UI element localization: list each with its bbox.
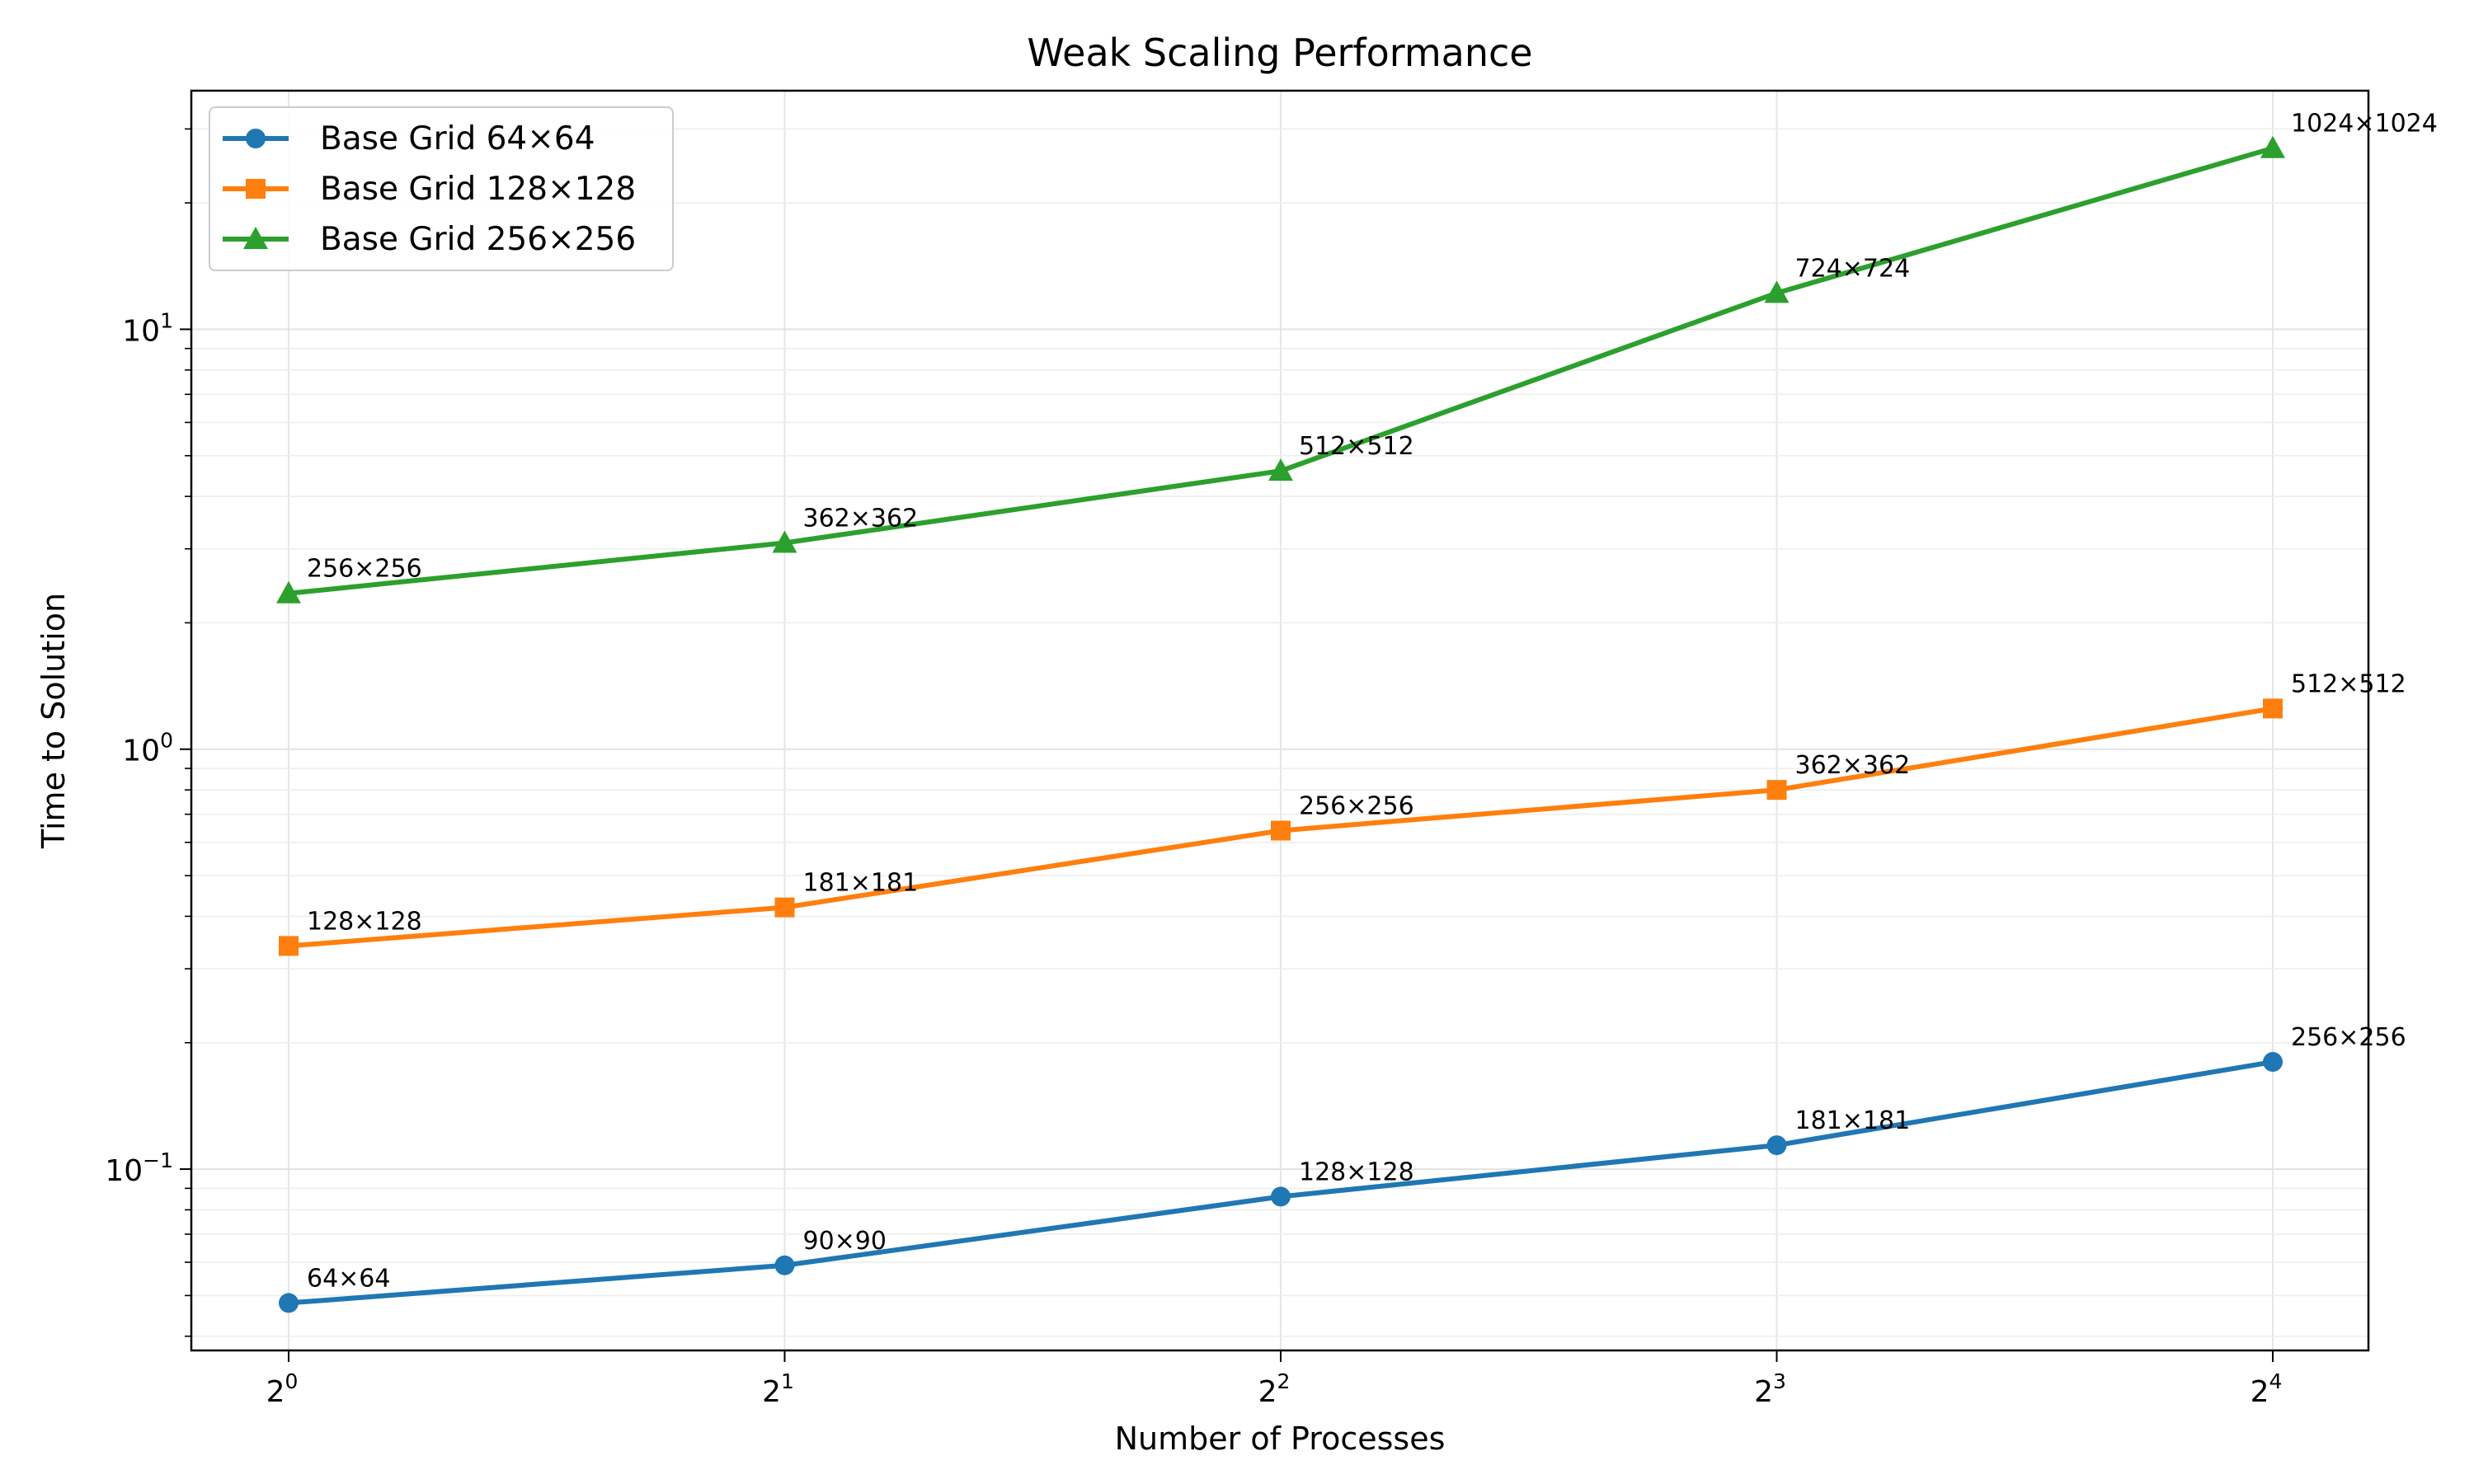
point-label: 1024×1024 xyxy=(2291,110,2438,139)
point-label: 256×256 xyxy=(2291,1023,2406,1052)
y-tick-label: 101 xyxy=(122,308,173,348)
x-tick-base: 2 xyxy=(1754,1375,1773,1409)
data-point xyxy=(1271,1186,1291,1207)
legend: Base Grid 64×64 Base Grid 128×128 Base Gri… xyxy=(209,106,674,271)
legend-marker xyxy=(243,227,268,249)
data-series xyxy=(276,135,2285,1313)
chart-title: Weak Scaling Performance xyxy=(1027,31,1532,75)
point-label: 90×90 xyxy=(803,1227,887,1256)
legend-box xyxy=(209,106,674,271)
y-tick-exponent: 0 xyxy=(160,729,173,753)
series-1 xyxy=(279,1052,2283,1313)
data-point xyxy=(1766,780,1787,801)
data-point xyxy=(1268,458,1293,481)
y-tick-base: 10 xyxy=(105,1154,143,1188)
x-tick-exponent: 1 xyxy=(781,1369,794,1393)
x-tick-exponent: 3 xyxy=(1773,1369,1786,1393)
legend-entry: Base Grid 64×64 xyxy=(223,120,595,157)
point-label: 256×256 xyxy=(1299,791,1414,820)
x-tick-exponent: 2 xyxy=(1277,1369,1291,1393)
y-tick-base: 10 xyxy=(122,735,160,768)
point-label: 128×128 xyxy=(307,907,422,936)
point-label: 724×724 xyxy=(1795,254,1911,283)
data-point xyxy=(1766,1135,1787,1156)
data-point xyxy=(276,580,301,603)
point-label: 181×181 xyxy=(1795,1106,1911,1135)
data-point xyxy=(1271,820,1291,841)
point-label: 256×256 xyxy=(307,555,422,584)
x-tick-base: 2 xyxy=(1258,1375,1277,1409)
x-tick-label: 24 xyxy=(2251,1369,2283,1409)
series-3 xyxy=(276,135,2285,603)
x-tick-base: 2 xyxy=(762,1375,781,1409)
data-point xyxy=(2263,1052,2283,1073)
legend-entry: Base Grid 128×128 xyxy=(223,171,636,208)
point-annotations: 64×64 90×90 128×128 181×181 256×256 128×128 18… xyxy=(307,110,2438,1294)
y-tick-exponent: 1 xyxy=(160,308,173,332)
x-tick-label: 20 xyxy=(266,1369,299,1409)
x-axis-label: Number of Processes xyxy=(1115,1421,1446,1457)
point-label: 512×512 xyxy=(2291,669,2406,698)
x-tick-labels: 20 21 22 23 24 xyxy=(266,1369,2283,1409)
point-label: 362×362 xyxy=(803,504,919,533)
y-axis-label: Time to Solution xyxy=(35,593,72,849)
legend-marker xyxy=(246,179,266,199)
point-label: 64×64 xyxy=(307,1264,390,1293)
x-tick-base: 2 xyxy=(266,1375,285,1409)
x-tick-exponent: 0 xyxy=(285,1369,299,1393)
point-label: 181×181 xyxy=(803,869,919,898)
data-point xyxy=(279,936,299,956)
legend-marker xyxy=(246,129,266,148)
series-2 xyxy=(279,698,2283,956)
data-point xyxy=(774,1255,795,1275)
legend-label: Base Grid 128×128 xyxy=(320,171,636,208)
legend-label: Base Grid 256×256 xyxy=(320,221,636,258)
x-tick-exponent: 4 xyxy=(2269,1369,2283,1393)
data-point xyxy=(279,1293,299,1313)
data-point xyxy=(774,897,795,918)
data-point xyxy=(2263,698,2283,719)
point-label: 128×128 xyxy=(1299,1158,1414,1186)
y-tick-label: 100 xyxy=(122,729,173,768)
data-point xyxy=(772,530,797,553)
point-label: 512×512 xyxy=(1299,432,1414,461)
legend-entry: Base Grid 256×256 xyxy=(223,221,636,258)
y-tick-base: 10 xyxy=(122,314,160,348)
data-point xyxy=(2260,135,2285,158)
x-tick-base: 2 xyxy=(2251,1375,2269,1409)
legend-label: Base Grid 64×64 xyxy=(320,120,595,157)
y-tick-exponent: −1 xyxy=(143,1148,173,1172)
point-label: 362×362 xyxy=(1795,751,1911,780)
axis-ticks xyxy=(180,128,2274,1362)
y-tick-label: 10−1 xyxy=(105,1148,173,1188)
data-point xyxy=(1764,280,1790,303)
x-tick-label: 22 xyxy=(1258,1369,1291,1409)
x-tick-label: 23 xyxy=(1754,1369,1786,1409)
x-tick-label: 21 xyxy=(762,1369,794,1409)
